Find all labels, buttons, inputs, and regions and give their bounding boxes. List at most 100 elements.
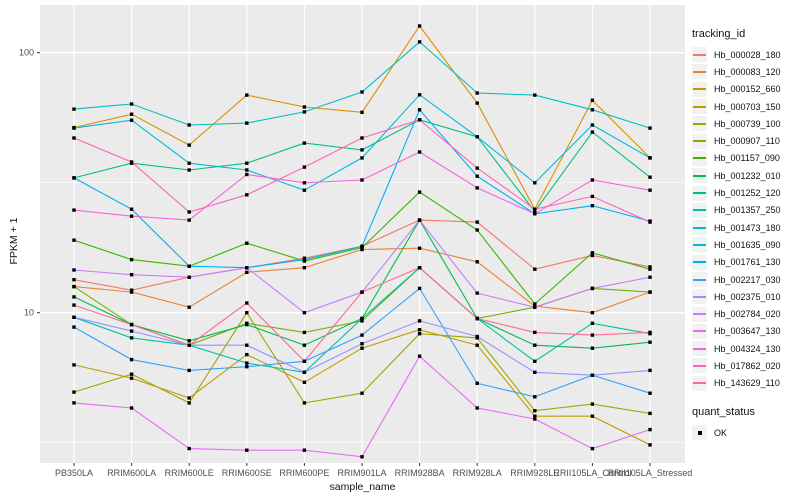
data-point [533, 93, 537, 97]
data-point [72, 401, 76, 405]
legend-item-label: Hb_001761_130 [714, 257, 781, 268]
data-point [590, 253, 595, 258]
data-point [475, 91, 479, 95]
data-point [590, 286, 595, 291]
data-point [302, 330, 307, 335]
data-point [590, 194, 595, 199]
data-point [245, 322, 249, 327]
data-point [648, 330, 652, 335]
data-point [590, 178, 595, 182]
data-point [72, 363, 76, 367]
legend-item-label: Hb_003647_130 [714, 326, 781, 337]
legend-item: Hb_002375_010 [692, 288, 800, 305]
legend-item: Hb_002784_020 [692, 305, 800, 322]
data-point [475, 135, 479, 139]
data-point [245, 361, 249, 365]
legend-item: Hb_001357_250 [692, 202, 800, 219]
data-point [590, 123, 595, 127]
data-point [648, 368, 652, 373]
legend-key-line-icon [692, 358, 707, 374]
data-point [475, 174, 479, 178]
data-point [417, 246, 422, 250]
data-point [590, 321, 595, 325]
legend-key-line-icon [692, 99, 707, 115]
data-point [417, 40, 422, 44]
legend-key-line-icon [692, 81, 707, 97]
data-point [417, 286, 422, 291]
quant-status-legend: quant_status OK [692, 406, 800, 441]
data-point [72, 390, 76, 394]
data-point [302, 311, 307, 315]
data-point [533, 212, 537, 216]
data-point [245, 448, 249, 452]
legend-title-quant-status: quant_status [692, 405, 755, 418]
data-point [302, 448, 307, 452]
data-point [590, 311, 595, 315]
legend-item-label: Hb_000907_110 [714, 136, 780, 147]
data-point [302, 141, 307, 145]
data-point [360, 316, 364, 321]
data-point [360, 346, 364, 350]
y-tick-label: 100 [19, 48, 34, 58]
legend-item-label: Hb_001157_090 [714, 153, 780, 164]
legend-line-swatch [693, 157, 706, 160]
data-point [648, 126, 652, 130]
data-point [533, 302, 537, 306]
data-point [590, 346, 595, 350]
data-point [129, 160, 134, 164]
legend-line-swatch [693, 313, 706, 316]
data-point [360, 148, 364, 152]
data-point [417, 328, 422, 332]
data-point [302, 110, 307, 114]
legend-item: Hb_001252_120 [692, 184, 800, 201]
data-point [648, 188, 652, 192]
data-point [590, 373, 595, 377]
data-point [360, 319, 364, 323]
x-tick-label: RRIM600SE [222, 468, 272, 478]
legend-key-line-icon [692, 64, 707, 80]
data-point [417, 108, 422, 112]
data-point [72, 295, 76, 299]
x-tick-label: PB350LA [55, 468, 93, 478]
data-point [72, 107, 76, 111]
data-point [129, 329, 134, 333]
data-point [245, 193, 249, 197]
legend-line-swatch [693, 295, 706, 298]
data-point [360, 391, 364, 395]
data-point [129, 357, 134, 362]
data-point [302, 343, 307, 347]
legend-item-label: Hb_000083_120 [714, 66, 781, 77]
data-point [417, 118, 422, 122]
data-point [475, 186, 479, 190]
data-point [302, 188, 307, 192]
x-tick-label: RRIM928LE [510, 468, 559, 478]
data-point [72, 136, 76, 140]
data-point [245, 172, 249, 177]
data-point [245, 93, 249, 97]
data-point [590, 414, 595, 418]
point-swatch [697, 430, 702, 435]
data-point [533, 409, 537, 413]
x-tick-label: RRIM600LE [165, 468, 214, 478]
data-point [302, 370, 307, 374]
quant-status-items: OK [692, 424, 800, 441]
data-point [648, 275, 652, 279]
data-point [417, 319, 422, 323]
data-point [245, 266, 249, 270]
data-point [187, 168, 191, 172]
data-point [590, 204, 595, 208]
data-point [302, 359, 307, 363]
data-point [360, 178, 364, 182]
data-point [129, 288, 134, 292]
legend-item-label: Hb_001473_180 [714, 222, 781, 233]
legend-line-swatch [693, 70, 706, 73]
data-point [648, 265, 652, 269]
data-point [417, 354, 422, 358]
data-point [72, 208, 76, 212]
data-point [533, 370, 537, 374]
data-point [475, 406, 479, 410]
quant-status-label: OK [714, 427, 728, 438]
legend-item-label: Hb_017862_020 [714, 360, 781, 371]
data-point [187, 368, 191, 373]
data-point [533, 414, 537, 418]
